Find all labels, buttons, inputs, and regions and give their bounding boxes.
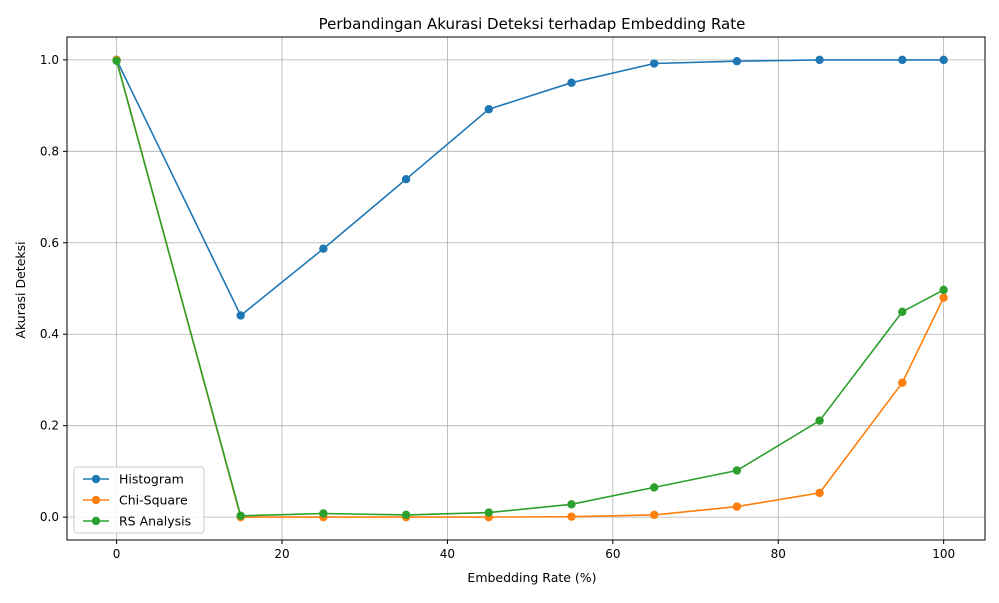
data-point: [484, 105, 493, 114]
y-tick-label: 0.0: [40, 510, 59, 524]
legend-label: RS Analysis: [119, 514, 191, 529]
axis-ticks: 0 20 40 60 80 100 0.0 0.2 0.4 0.6 0.8 1.0: [40, 53, 955, 561]
x-tick-label: 20: [274, 547, 289, 561]
y-tick-label: 0.8: [40, 144, 59, 158]
data-point: [567, 500, 576, 509]
data-point: [401, 175, 411, 184]
legend: Histogram Chi-Square RS Analysis: [73, 466, 205, 534]
data-point: [732, 57, 742, 66]
data-point: [815, 55, 824, 65]
data-point: [815, 416, 824, 425]
legend-label: Histogram: [119, 472, 184, 487]
data-point: [319, 509, 328, 518]
data-point: [649, 59, 659, 68]
x-tick-label: 0: [113, 547, 121, 561]
legend-marker: [91, 495, 101, 505]
y-tick-label: 0.6: [40, 236, 59, 250]
x-tick-label: 80: [771, 547, 786, 561]
legend-label: Chi-Square: [119, 493, 188, 508]
series-rs-analysis: [112, 56, 948, 520]
x-tick-label: 40: [440, 547, 455, 561]
data-point: [898, 307, 907, 317]
y-tick-label: 1.0: [40, 53, 59, 67]
data-point: [567, 78, 576, 87]
data-point: [236, 511, 245, 520]
series-lines: [112, 55, 948, 522]
data-point: [815, 488, 824, 498]
legend-item-chi-square: Chi-Square: [83, 493, 188, 508]
grid-lines: [67, 37, 985, 540]
data-point: [939, 55, 948, 65]
x-axis-label: Embedding Rate (%): [467, 570, 596, 585]
data-point: [898, 55, 907, 65]
data-point: [112, 56, 121, 65]
legend-item-rs-analysis: RS Analysis: [83, 514, 191, 529]
data-point: [732, 466, 742, 475]
x-tick-label: 100: [932, 547, 955, 561]
data-point: [898, 378, 907, 387]
data-point: [649, 510, 659, 520]
plot-frame: [66, 36, 986, 541]
data-point: [236, 311, 245, 320]
data-point: [401, 510, 411, 520]
data-point: [939, 285, 948, 295]
data-point: [939, 293, 948, 302]
data-point: [319, 244, 328, 253]
chart-title: Perbandingan Akurasi Deteksi terhadap Em…: [319, 15, 746, 33]
data-point: [484, 508, 493, 517]
y-tick-label: 0.2: [40, 419, 59, 433]
data-point: [732, 502, 742, 511]
y-axis-label: Akurasi Deteksi: [13, 241, 28, 338]
legend-item-histogram: Histogram: [83, 472, 184, 487]
legend-marker: [91, 474, 101, 484]
data-point: [649, 483, 659, 492]
y-tick-label: 0.4: [40, 327, 59, 341]
data-point: [567, 512, 576, 521]
x-tick-label: 60: [605, 547, 620, 561]
legend-marker: [91, 516, 101, 526]
legend-box: [73, 466, 205, 534]
